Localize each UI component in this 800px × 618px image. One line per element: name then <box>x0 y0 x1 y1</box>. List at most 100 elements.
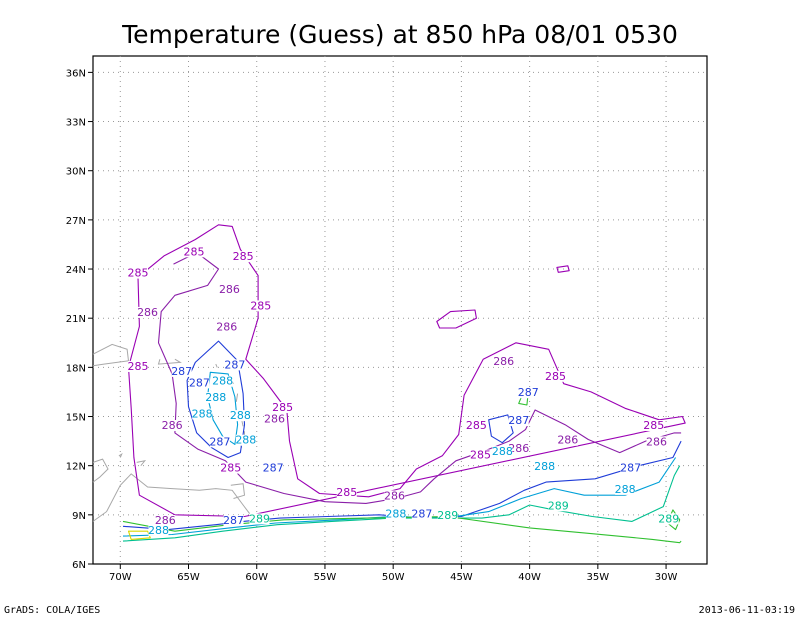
contour-288 <box>122 457 677 537</box>
footer-timestamp: 2013-06-11-03:19 <box>699 605 795 616</box>
contour-label-bg <box>224 359 245 371</box>
coastline <box>92 473 258 524</box>
contour-label-bg <box>646 436 667 448</box>
coastline <box>157 358 182 365</box>
contour-label: 285 <box>128 267 149 280</box>
contour-label: 285 <box>466 419 487 432</box>
contour-label-bg <box>545 370 566 382</box>
contour-label-bg <box>518 387 539 399</box>
contour-label: 287 <box>508 414 529 427</box>
contour-label-bg <box>534 460 555 472</box>
contour-286 <box>157 252 682 504</box>
contour-label: 285 <box>545 370 566 383</box>
contour-label-bg <box>183 246 204 258</box>
contour-label: 288 <box>492 445 513 458</box>
contour-291 <box>127 530 151 540</box>
contour-289 <box>122 465 681 542</box>
contour-label: 285 <box>272 401 293 414</box>
coastline <box>215 363 218 368</box>
contour-label-bg <box>508 415 529 427</box>
contour-label-bg <box>223 515 244 527</box>
contour-label: 288 <box>230 409 251 422</box>
lat-tick-label: 18N <box>66 363 86 374</box>
contour-label: 288 <box>235 434 256 447</box>
contour-label: 287 <box>411 507 432 520</box>
contour-label-bg <box>620 462 641 474</box>
contour-label: 286 <box>264 412 285 425</box>
lon-tick-label: 45W <box>450 572 473 583</box>
contour-label-bg <box>470 449 491 461</box>
contour-label: 287 <box>171 365 192 378</box>
contour-label-bg <box>385 508 406 520</box>
contour-label: 287 <box>620 462 641 475</box>
lat-tick-label: 6N <box>72 560 86 571</box>
contour-287 <box>186 340 246 459</box>
contour-label-bg <box>137 306 158 318</box>
contour-label: 286 <box>384 489 405 502</box>
contour-label-bg <box>643 419 664 431</box>
contour-label-bg <box>230 410 251 422</box>
contour-label: 288 <box>192 408 213 421</box>
contour-label: 286 <box>155 514 176 527</box>
contour-label: 286 <box>557 434 578 447</box>
contour-label-bg <box>272 401 293 413</box>
contour-287 <box>488 414 514 444</box>
contour-label: 289 <box>548 499 569 512</box>
latitude-axis: 6N 9N 12N 15N 18N 21N 24N 27N 30N 33N 36N <box>66 68 93 571</box>
contour-label: 285 <box>643 419 664 432</box>
longitude-axis: 70W 65W 60W 55W 50W 45W 40W 35W 30W <box>109 564 677 583</box>
contour-label-bg <box>548 500 569 512</box>
lat-tick-label: 9N <box>72 511 86 522</box>
contour-label-bg <box>466 419 487 431</box>
contour-label: 286 <box>162 419 183 432</box>
coastline <box>92 343 130 367</box>
contour-label-bg <box>492 446 513 458</box>
lat-tick-label: 21N <box>66 314 86 325</box>
contour-label: 287 <box>223 514 244 527</box>
contour-label: 285 <box>128 360 149 373</box>
coastline <box>230 483 246 499</box>
contour-label: 287 <box>518 386 539 399</box>
coastline <box>92 458 109 483</box>
contour-label: 287 <box>189 376 210 389</box>
contour-label-bg <box>209 436 230 448</box>
lat-tick-label: 36N <box>66 68 86 79</box>
contour-label-bg <box>219 283 240 295</box>
contour-285 <box>436 309 477 329</box>
contour-label-bg <box>437 510 458 522</box>
contour-label: 285 <box>336 486 357 499</box>
contour-label-bg <box>148 524 169 536</box>
lat-tick-label: 15N <box>66 413 86 424</box>
contour-label: 288 <box>212 375 233 388</box>
contour-label-bg <box>264 413 285 425</box>
contour-label: 287 <box>209 435 230 448</box>
contour-label: 289 <box>249 512 270 525</box>
contour-label: 285 <box>250 299 271 312</box>
contour-label-bg <box>411 508 432 520</box>
coastline <box>136 460 147 467</box>
contour-label-bg <box>233 251 254 263</box>
contour-label: 289 <box>658 512 679 525</box>
contour-label-bg <box>155 515 176 527</box>
lon-tick-label: 35W <box>587 572 610 583</box>
contour-label-bg <box>249 513 270 525</box>
contour-label-bg <box>171 365 192 377</box>
contour-label: 286 <box>508 442 529 455</box>
contour-label: 287 <box>224 358 245 371</box>
lat-tick-label: 33N <box>66 118 86 129</box>
contour-label-bg <box>493 356 514 368</box>
contour-label: 285 <box>183 245 204 258</box>
contour-label-bg <box>557 434 578 446</box>
contour-label-bg <box>235 434 256 446</box>
lat-tick-label: 30N <box>66 167 86 178</box>
contour-label-bg <box>508 442 529 454</box>
contour-label-bg <box>189 377 210 389</box>
contour-label: 288 <box>534 460 555 473</box>
contour-label: 286 <box>493 355 514 368</box>
lon-tick-label: 70W <box>109 572 132 583</box>
contour-285 <box>127 224 686 518</box>
lon-tick-label: 40W <box>518 572 541 583</box>
contour-label: 285 <box>220 462 241 475</box>
